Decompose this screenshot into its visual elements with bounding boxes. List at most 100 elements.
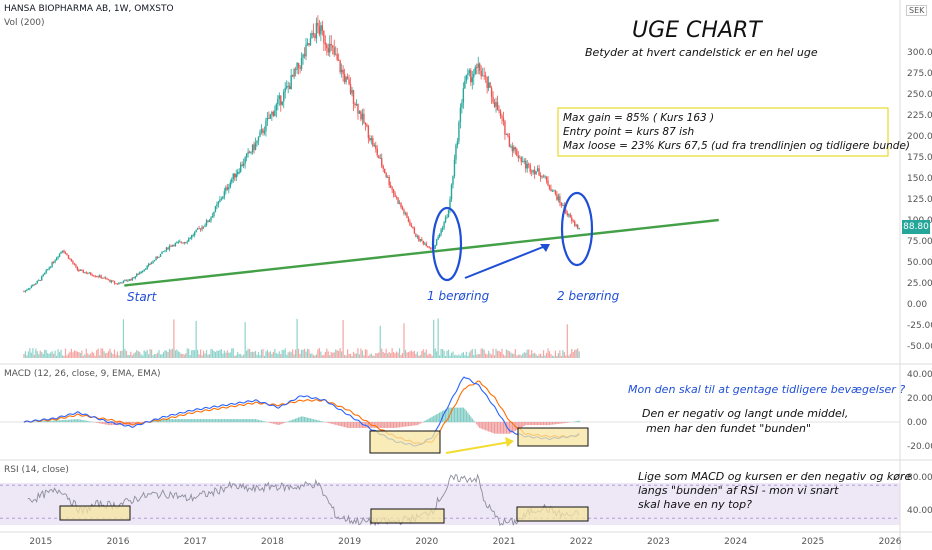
volume-bar xyxy=(299,353,301,358)
macd-hist xyxy=(102,422,104,424)
macd-hist xyxy=(330,422,332,424)
candle-body xyxy=(528,164,530,165)
candle-body xyxy=(79,270,82,271)
candle-body xyxy=(465,74,468,81)
candle-body xyxy=(207,220,209,223)
candle-body xyxy=(231,179,233,183)
candle-body xyxy=(370,138,373,141)
candle-body xyxy=(339,60,341,73)
volume-bar xyxy=(66,355,68,358)
macd-hist xyxy=(82,420,84,423)
macd-hist xyxy=(152,420,154,423)
trendline xyxy=(124,218,719,287)
volume-bar xyxy=(275,353,277,358)
macd-hist xyxy=(480,422,482,429)
macd-hist xyxy=(189,419,191,423)
macd-hist xyxy=(226,419,228,423)
candle-body xyxy=(248,151,251,153)
macd-hist xyxy=(96,422,98,423)
macd-hist xyxy=(161,419,163,423)
macd-hist xyxy=(381,422,383,428)
volume-bar xyxy=(547,348,549,358)
macd-hist xyxy=(292,419,294,423)
candle-body xyxy=(311,32,313,39)
macd-hist xyxy=(177,419,179,423)
macd-hist xyxy=(559,422,561,424)
candle-body xyxy=(296,62,298,70)
macd-hist xyxy=(41,421,43,423)
macd-hist xyxy=(351,422,353,428)
candle-body xyxy=(256,140,258,144)
volume-bar xyxy=(167,351,169,358)
candle-body xyxy=(480,70,482,77)
volume-bar xyxy=(29,348,31,358)
macd-hist xyxy=(33,421,35,423)
candle-body xyxy=(345,76,347,83)
candle-body xyxy=(297,62,300,68)
price-tick: 225.00 xyxy=(907,111,932,121)
volume-bar xyxy=(260,349,263,358)
price-tick: 275.00 xyxy=(907,69,932,79)
candle-body xyxy=(336,54,338,60)
candle-body xyxy=(440,229,442,234)
volume-bar xyxy=(32,348,34,358)
macd-hist xyxy=(219,419,221,423)
macd-hist xyxy=(447,407,450,423)
volume-bar xyxy=(183,354,185,358)
volume-bar xyxy=(327,351,329,358)
macd-hist xyxy=(379,422,381,428)
candle-body xyxy=(498,110,500,111)
candle-body xyxy=(318,26,321,35)
candle-body xyxy=(219,199,221,202)
volume-bar xyxy=(522,353,524,358)
candle-body xyxy=(130,279,132,281)
price-tick: -25.00 xyxy=(907,321,932,331)
candle-body xyxy=(250,152,252,154)
macd-hist xyxy=(263,421,266,423)
volume-bar xyxy=(189,355,191,358)
macd-hist xyxy=(508,422,511,434)
volume-bar xyxy=(205,349,208,358)
candle-body xyxy=(73,263,76,265)
candle-body xyxy=(260,129,263,133)
macd-hist xyxy=(453,407,456,423)
candle-body xyxy=(562,204,564,206)
macd-hist xyxy=(201,419,203,423)
volume-bar xyxy=(109,348,111,358)
macd-hist xyxy=(490,422,493,433)
volume-bar xyxy=(63,355,65,358)
volume-bar xyxy=(174,350,176,358)
volume-bar xyxy=(274,348,276,358)
candle-body xyxy=(134,276,136,279)
volume-bar xyxy=(565,355,567,358)
volume-bar xyxy=(253,351,255,358)
candle-body xyxy=(226,187,229,190)
macd-hist xyxy=(336,422,338,426)
candle-body xyxy=(67,255,70,259)
volume-bar xyxy=(97,348,99,358)
volume-bar xyxy=(412,351,414,358)
volume-bar xyxy=(231,348,233,358)
candle-body xyxy=(314,34,316,39)
volume-bar xyxy=(295,349,297,358)
candle-body xyxy=(198,228,200,230)
volume-bar xyxy=(532,353,534,358)
volume-bar xyxy=(354,353,356,358)
volume-bar xyxy=(566,324,568,358)
candle-body xyxy=(456,141,459,145)
volume-bar xyxy=(214,351,217,358)
candle-body xyxy=(155,257,157,261)
macd-hist xyxy=(485,422,487,431)
candle-body xyxy=(559,196,561,203)
candle-body xyxy=(75,264,77,267)
candle-body xyxy=(238,171,240,173)
macd-hist xyxy=(562,422,564,424)
macd-hist xyxy=(142,422,144,424)
candle-body xyxy=(400,203,402,208)
macd-hist xyxy=(366,422,368,428)
candle-body xyxy=(507,134,509,137)
volume-bar xyxy=(35,348,37,358)
volume-bar xyxy=(118,355,120,358)
price-pane xyxy=(0,0,900,362)
macd-hist xyxy=(179,419,181,423)
